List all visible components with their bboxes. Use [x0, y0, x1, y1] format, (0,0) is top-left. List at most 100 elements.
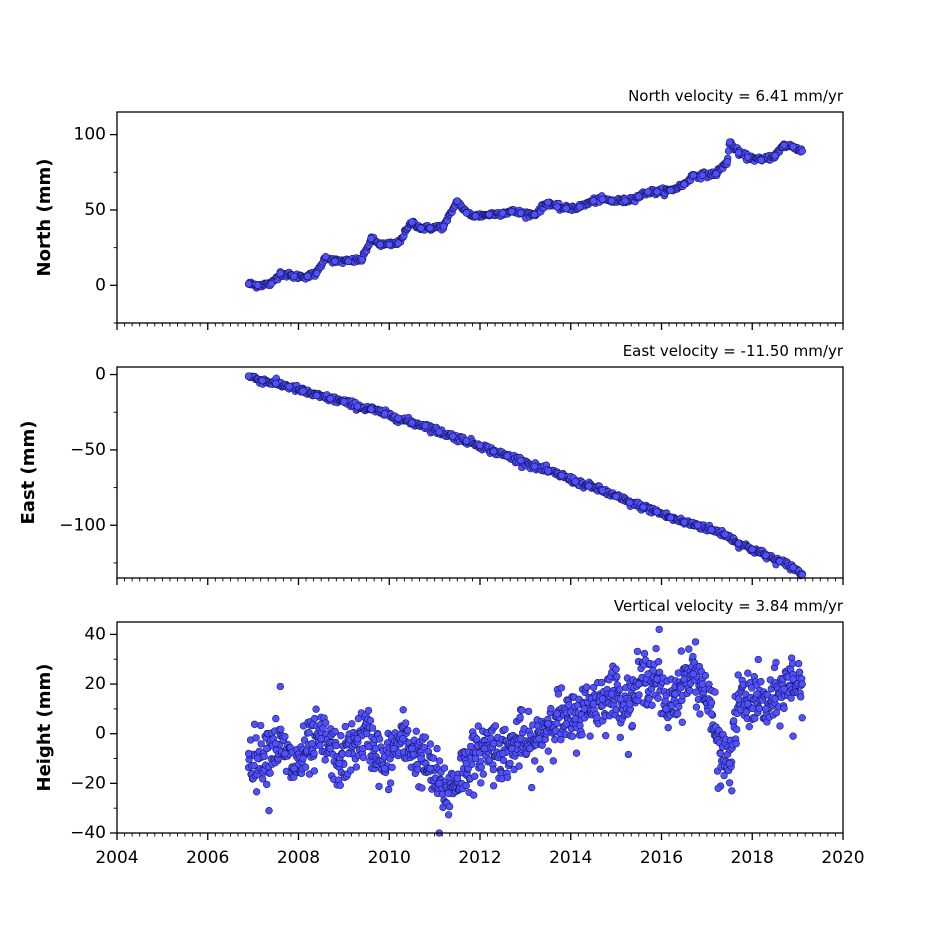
data-point — [308, 739, 316, 748]
data-point — [338, 750, 346, 758]
data-point — [544, 467, 552, 475]
north-velocity-title: North velocity = 6.41 mm/yr — [628, 87, 844, 105]
data-point — [353, 735, 362, 743]
data-point — [426, 764, 434, 773]
data-point — [544, 198, 552, 207]
data-point — [652, 644, 660, 653]
data-point — [250, 761, 258, 770]
east-panel: 0 −50 −100 East velocity = -11.50 mm/yr Ea… — [18, 342, 844, 585]
data-point — [254, 281, 262, 289]
data-point — [745, 723, 753, 731]
data-point — [337, 732, 345, 740]
data-point — [653, 188, 661, 196]
data-point — [272, 379, 280, 388]
data-point — [258, 376, 266, 385]
north-y-axis-label: North (mm) — [34, 159, 55, 277]
data-point — [331, 727, 339, 736]
data-point — [692, 688, 700, 696]
data-point — [654, 694, 662, 702]
data-point — [557, 736, 565, 744]
data-point — [562, 720, 570, 728]
data-point — [322, 253, 330, 261]
data-point — [257, 740, 265, 748]
data-point — [421, 733, 430, 741]
data-point — [553, 203, 561, 211]
x-tick-label: 2006 — [186, 848, 229, 868]
data-point — [260, 752, 268, 761]
data-point — [762, 551, 770, 560]
data-point — [367, 405, 375, 413]
data-point — [780, 685, 788, 693]
data-point — [585, 482, 593, 490]
data-point — [331, 257, 339, 265]
data-point — [701, 671, 710, 680]
data-point — [624, 750, 633, 759]
data-point — [399, 706, 407, 714]
data-point — [662, 705, 670, 713]
data-point — [795, 668, 804, 676]
data-point — [707, 710, 716, 718]
y-tick-label: 0 — [95, 724, 106, 744]
data-point — [607, 197, 616, 205]
data-point — [477, 779, 485, 787]
height-y-axis-label: Height (mm) — [34, 664, 55, 792]
data-point — [526, 744, 534, 753]
data-point — [754, 655, 762, 664]
x-tick-label: 2010 — [368, 848, 411, 868]
data-point — [571, 715, 579, 723]
data-point — [730, 717, 738, 725]
data-point — [312, 705, 320, 713]
data-point — [576, 203, 584, 211]
data-point — [326, 394, 334, 403]
data-point — [385, 240, 393, 249]
data-point — [263, 780, 271, 789]
data-point — [772, 658, 780, 667]
data-point — [562, 204, 570, 213]
data-point — [491, 722, 500, 730]
y-tick-label: −40 — [70, 823, 106, 843]
data-point — [696, 710, 704, 718]
data-point — [547, 704, 555, 713]
data-point — [780, 704, 788, 713]
data-point — [402, 719, 410, 727]
data-point — [551, 736, 559, 744]
data-point — [725, 779, 734, 787]
data-point — [353, 402, 362, 410]
data-point — [305, 729, 313, 737]
data-point — [714, 784, 722, 792]
data-point — [789, 732, 797, 740]
data-point — [440, 764, 449, 772]
data-point — [506, 759, 514, 768]
data-point — [266, 769, 274, 777]
data-point — [418, 784, 426, 792]
data-point — [310, 714, 319, 723]
data-point — [685, 645, 693, 653]
data-point — [310, 749, 318, 758]
data-point — [517, 735, 525, 743]
data-point — [572, 749, 581, 757]
x-tick-label: 2020 — [821, 848, 864, 868]
data-point — [244, 280, 253, 288]
data-point — [474, 722, 482, 730]
data-point — [453, 774, 461, 783]
north-y-ticks: 0 50 100 — [74, 125, 117, 324]
data-point — [362, 730, 371, 738]
data-point — [485, 210, 493, 219]
data-point — [412, 727, 420, 735]
data-point — [503, 773, 512, 782]
data-point — [671, 690, 679, 698]
data-point — [263, 744, 271, 753]
north-panel: 0 50 100 North velocity = 6.41 mm/yr North… — [34, 87, 844, 330]
data-point — [444, 811, 453, 819]
data-point — [648, 701, 656, 709]
data-point — [285, 382, 294, 391]
data-point — [426, 740, 435, 748]
data-point — [628, 721, 637, 730]
data-point — [344, 749, 353, 758]
data-point — [476, 441, 484, 450]
data-point — [528, 783, 536, 792]
data-point — [568, 732, 577, 740]
x-tick-label: 2018 — [731, 848, 774, 868]
